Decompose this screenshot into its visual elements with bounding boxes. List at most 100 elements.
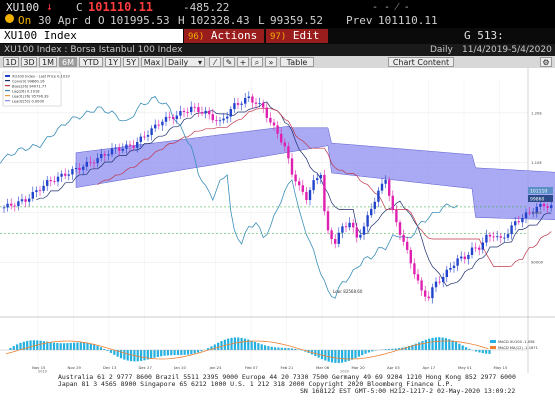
open-price: 101995.53 [110, 14, 170, 27]
candle-body [211, 114, 214, 121]
candle-body [341, 226, 344, 233]
macd-bar [186, 350, 190, 355]
macd-bar [176, 350, 180, 356]
y-axis-label: 90000 [531, 260, 544, 265]
candle-body [13, 205, 16, 207]
candle-body [499, 236, 502, 238]
range-3d-button[interactable]: 3D [21, 57, 37, 67]
macd-bar [243, 338, 247, 350]
candle-body [366, 215, 369, 227]
x-axis-label: May 15 [494, 365, 508, 370]
macd-bar [109, 350, 113, 353]
macd-bar [287, 348, 290, 350]
candle-body [460, 256, 463, 259]
candle-body [218, 120, 222, 122]
low-prefix: L [258, 14, 265, 27]
candle-body [132, 145, 135, 148]
candle-body [150, 128, 153, 136]
candle-body [510, 225, 513, 235]
price-tags: 101110 99860 [528, 187, 553, 203]
macd-bar [488, 350, 491, 354]
range-1y-button[interactable]: 1Y [105, 57, 121, 67]
chart-toolbar: 1D 3D 1M 6M YTD 1Y 5Y Max Daily ▾ ⁄ ✎ + … [0, 56, 555, 68]
macd-signal-line [5, 340, 489, 360]
range-label: 1D [5, 58, 17, 67]
macd-bar [237, 337, 240, 350]
macd-bar [170, 350, 173, 356]
candle-body [17, 201, 20, 207]
candle-body [427, 296, 430, 299]
candle-body [301, 185, 304, 192]
candle-body [373, 201, 376, 209]
macd-bar [89, 343, 92, 350]
candle-body [377, 190, 380, 202]
range-max-button[interactable]: Max [141, 57, 163, 67]
gear-glyph: ⚙ [542, 58, 550, 67]
macd-bar [468, 348, 471, 350]
macd-bar [277, 347, 280, 350]
x-axis-label: May 01 [458, 365, 472, 370]
candle-body [96, 157, 99, 164]
macd-bar [116, 350, 119, 357]
footer-contacts-2: Japan 81 3 4565 8900 Singapore 65 6212 1… [58, 380, 454, 388]
frequency-dropdown[interactable]: Daily ▾ [165, 57, 205, 67]
candle-body [236, 103, 240, 105]
macd-bar [454, 341, 458, 350]
candle-body [208, 110, 211, 115]
candle-body [49, 180, 52, 182]
range-5y-button[interactable]: 5Y [123, 57, 139, 67]
more-icon[interactable]: » [265, 57, 277, 67]
actions-menu[interactable]: 96) Actions ▾ [184, 29, 264, 56]
range-1d-button[interactable]: 1D [3, 57, 19, 67]
range-1m-button[interactable]: 1M [39, 57, 57, 67]
range-ytd-button[interactable]: YTD [79, 57, 103, 67]
macd-bar [150, 350, 153, 359]
candle-body [431, 287, 434, 299]
x-axis-label: Apr 17 [423, 365, 436, 370]
edit-menu[interactable]: 97) Edit ▾ [266, 29, 328, 56]
security-field[interactable]: XU100 Index [0, 29, 183, 43]
candle-body [42, 185, 45, 191]
macd-bar [93, 344, 96, 350]
chart-content-button[interactable]: Chart Content [388, 57, 454, 67]
macd-bar [12, 346, 15, 350]
draw-tool-icon[interactable]: ✎ [223, 57, 235, 67]
table-button[interactable]: Table [280, 57, 314, 67]
macd-bar [475, 350, 478, 352]
table-label: Table [286, 58, 308, 67]
candle-body [146, 135, 150, 137]
chart-canvas[interactable]: Nov 15 Nov 29 Dec 13 Dec 27 Jan 10 Jan 24 Feb … [0, 68, 555, 374]
legend-item: Lag(26) 0.1018 [12, 90, 40, 94]
macd-bar [52, 342, 56, 350]
macd-bar [73, 342, 76, 350]
macd-bar [39, 340, 42, 350]
zoom-icon[interactable]: ⌕ [251, 57, 263, 67]
candle-body [312, 180, 315, 191]
candle-body [193, 106, 196, 108]
open-prefix: O [98, 14, 105, 27]
macd-bar [113, 350, 116, 355]
candle-body [514, 221, 517, 226]
candle-body [532, 212, 535, 214]
macd-bar [223, 339, 226, 350]
macd-bar [320, 350, 324, 360]
candle-body [388, 179, 391, 196]
macd-bar [478, 350, 481, 353]
candlesticks [2, 91, 553, 304]
macd-bar [414, 343, 417, 350]
y-axis-label: 1.10E [531, 160, 542, 165]
ichimoku-chart[interactable]: Nov 15 Nov 29 Dec 13 Dec 27 Jan 10 Jan 24 Feb … [0, 68, 555, 374]
settings-gear-icon[interactable]: ⚙ [540, 57, 552, 67]
macd-bar [173, 350, 176, 356]
macd-bar [103, 349, 106, 350]
candle-body [416, 274, 420, 281]
line-tool-icon[interactable]: ⁄ [209, 57, 221, 67]
range-6m-button[interactable]: 6M [59, 57, 77, 67]
legend-item: XU100 Index - Last Price 0.1019 [12, 75, 70, 79]
candle-body [413, 263, 416, 275]
candle-body [28, 198, 31, 202]
range-label: 6M [62, 58, 74, 67]
macd-bar [86, 342, 89, 350]
crosshair-icon[interactable]: + [237, 57, 249, 67]
macd-bar [26, 340, 29, 350]
